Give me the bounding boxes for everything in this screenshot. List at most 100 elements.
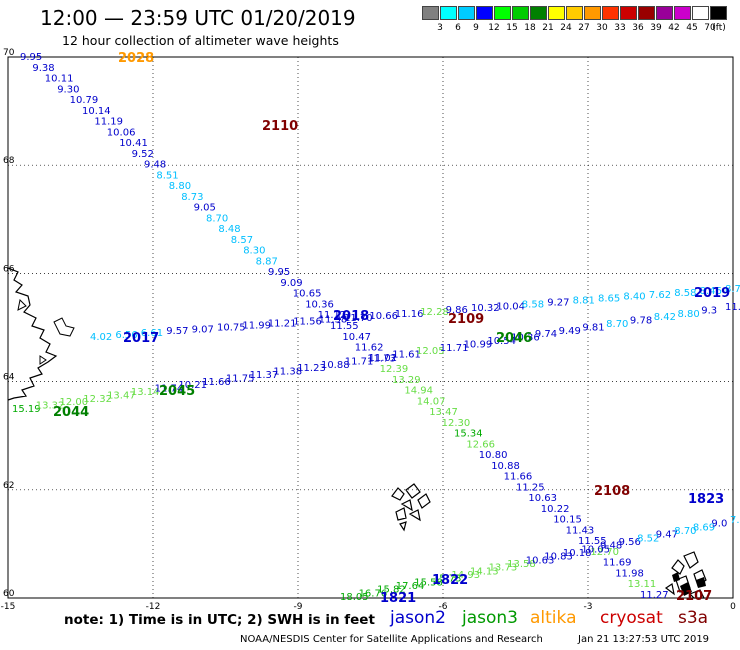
colorbar-swatch <box>674 6 691 20</box>
map-frame <box>7 56 734 599</box>
colorbar-swatch <box>476 6 493 20</box>
swh-value-track-2046: 11.74 <box>155 384 184 395</box>
swh-value-track-2046: 11.71 <box>345 356 374 367</box>
swh-value-track-1823: 10.63 <box>526 555 555 566</box>
swh-value-track-2046: 10.21 <box>178 380 207 391</box>
swh-value-track-2018: 11.21 <box>268 319 297 330</box>
swh-value-track-2046: 9.78 <box>630 316 652 327</box>
swh-value-track-2110: 10.22 <box>541 504 570 515</box>
colorbar-label: 30 <box>596 23 608 33</box>
swh-value-track-2018: 10.75 <box>217 322 246 333</box>
swh-value-track-2110: 11.55 <box>330 321 359 332</box>
swh-value-track-2110: 12.30 <box>442 418 471 429</box>
swh-value-track-2110: 10.79 <box>70 95 99 106</box>
swh-value-track-2018: 11.70 <box>344 313 373 324</box>
lat-tick-label: 66 <box>3 264 15 274</box>
swh-value-track-1823: 14.93 <box>451 570 480 581</box>
swh-value-track-1823: 15.82 <box>377 585 406 596</box>
swh-value-track-2046: 9.49 <box>559 326 581 337</box>
pass-label-2044: 2044 <box>53 405 89 420</box>
colorbar-swatch <box>656 6 673 20</box>
credit-line: NOAA/NESDIS Center for Satellite Applica… <box>240 634 543 645</box>
swh-value-track-2110: 8.70 <box>206 213 228 224</box>
map-note: note: 1) Time is in UTC; 2) SWH is in fe… <box>64 612 375 628</box>
pass-label-2028: 2028 <box>118 51 154 66</box>
satellite-jason3: jason3 <box>462 608 518 628</box>
colorbar-swatch <box>422 6 439 20</box>
colorbar-label: 45 <box>686 23 698 33</box>
swh-value-track-2110: 10.11 <box>45 74 74 85</box>
swh-value-track-1823: 8.69 <box>693 522 715 533</box>
swh-value-track-2110: 10.80 <box>479 450 508 461</box>
swh-value-track-2046: 10.36 <box>511 333 540 344</box>
pass-label-2110: 2110 <box>262 119 298 134</box>
swh-value-track-2110: 12.39 <box>380 364 409 375</box>
lat-tick-label: 64 <box>3 373 15 383</box>
swh-value-track-2110: 10.47 <box>342 332 371 343</box>
swh-value-track-2110: 14.94 <box>404 386 433 397</box>
swh-value-track-2046: 15.19 <box>12 404 41 415</box>
swh-value-track-2018: 8.46 <box>700 286 722 297</box>
swh-value-track-2018: 10.04 <box>496 301 525 312</box>
colorbar-label: 33 <box>614 23 626 33</box>
swh-value-track-2018: 12.28 <box>420 307 449 318</box>
swh-value-track-2018: 9.27 <box>547 297 569 308</box>
swh-value-track-2110: 10.36 <box>305 299 334 310</box>
swh-value-track-1823: 9.47 <box>656 530 678 541</box>
colorbar-label: (ft) <box>712 23 726 33</box>
swh-value-track-2046: 11.75 <box>226 373 255 384</box>
swh-value-track-1823: 18.05 <box>340 592 369 603</box>
swh-value-track-2110: 8.57 <box>231 235 253 246</box>
pass-label-1823: 1823 <box>688 492 724 507</box>
swh-value-track-1823: 15.58 <box>414 577 443 588</box>
swh-value-track-2110: 10.88 <box>491 461 520 472</box>
pass-label-2045: 2045 <box>159 384 195 399</box>
swh-value-track-2046: 11.37 <box>250 370 279 381</box>
swh-value-track-2046: 10.54 <box>487 336 516 347</box>
colorbar-label: 3 <box>437 23 443 33</box>
graticule <box>7 56 734 599</box>
pass-label-2046: 2046 <box>496 331 532 346</box>
swh-value-track-2110: 8.80 <box>169 181 191 192</box>
colorbar-label: 42 <box>668 23 680 33</box>
swh-value-track-2046: 9.81 <box>582 322 604 333</box>
swh-value-track-2110: 11.27 <box>640 590 669 601</box>
swh-value-track-1823: 14.13 <box>470 566 499 577</box>
swh-value-track-2110: 10.63 <box>528 493 557 504</box>
swh-value-track-2018: 8.81 <box>573 296 595 307</box>
satellite-s3a: s3a <box>678 608 709 628</box>
swh-value-track-2046: 9.3 <box>701 305 717 316</box>
swh-value-track-1823: 10.18 <box>563 548 592 559</box>
satellite-altika: altika <box>530 608 577 628</box>
swh-value-track-2110: 9.09 <box>280 278 302 289</box>
swh-value-track-2046: 11.38 <box>273 367 302 378</box>
wave-height-labels: 9.959.3810.119.3010.7910.1411.1910.0610.… <box>12 52 740 603</box>
land-outlines <box>7 267 707 599</box>
colorbar-label: 6 <box>455 23 461 33</box>
swh-value-track-1823: 17.64 <box>396 581 425 592</box>
swh-value-track-2110: 11.55 <box>578 536 607 547</box>
swh-value-track-2018: 8.79 <box>725 284 740 295</box>
swh-value-track-2110: 8.87 <box>256 256 278 267</box>
swh-value-track-2046: 11.61 <box>392 350 421 361</box>
swh-value-track-2018: 6.61 <box>141 328 163 339</box>
swh-value-track-2110: 14.07 <box>417 396 446 407</box>
swh-value-track-2046: 9.74 <box>535 329 557 340</box>
swh-value-track-1823: 16.76 <box>359 588 388 599</box>
swh-value-track-2110: 15.34 <box>454 429 483 440</box>
colorbar-swatch <box>566 6 583 20</box>
swh-value-track-2110: 13.47 <box>429 407 458 418</box>
swh-value-track-2110: 8.73 <box>181 192 203 203</box>
swh-value-track-2018: 4.02 <box>90 332 112 343</box>
swh-value-track-1823: 7.4 <box>730 515 740 526</box>
swh-value-track-2046: 8.80 <box>677 309 699 320</box>
satellite-jason2: jason2 <box>390 608 446 628</box>
swh-value-track-2046: 13.14 <box>131 387 160 398</box>
swh-value-track-2046: 12.32 <box>83 394 112 405</box>
map-title: 12:00 — 23:59 UTC 01/20/2019 <box>40 6 356 30</box>
swh-value-track-2018: 6.56 <box>115 330 137 341</box>
colorbar-swatch <box>440 6 457 20</box>
lon-tick-label: -12 <box>146 602 161 612</box>
swh-value-track-1823: 13.73 <box>489 563 518 574</box>
